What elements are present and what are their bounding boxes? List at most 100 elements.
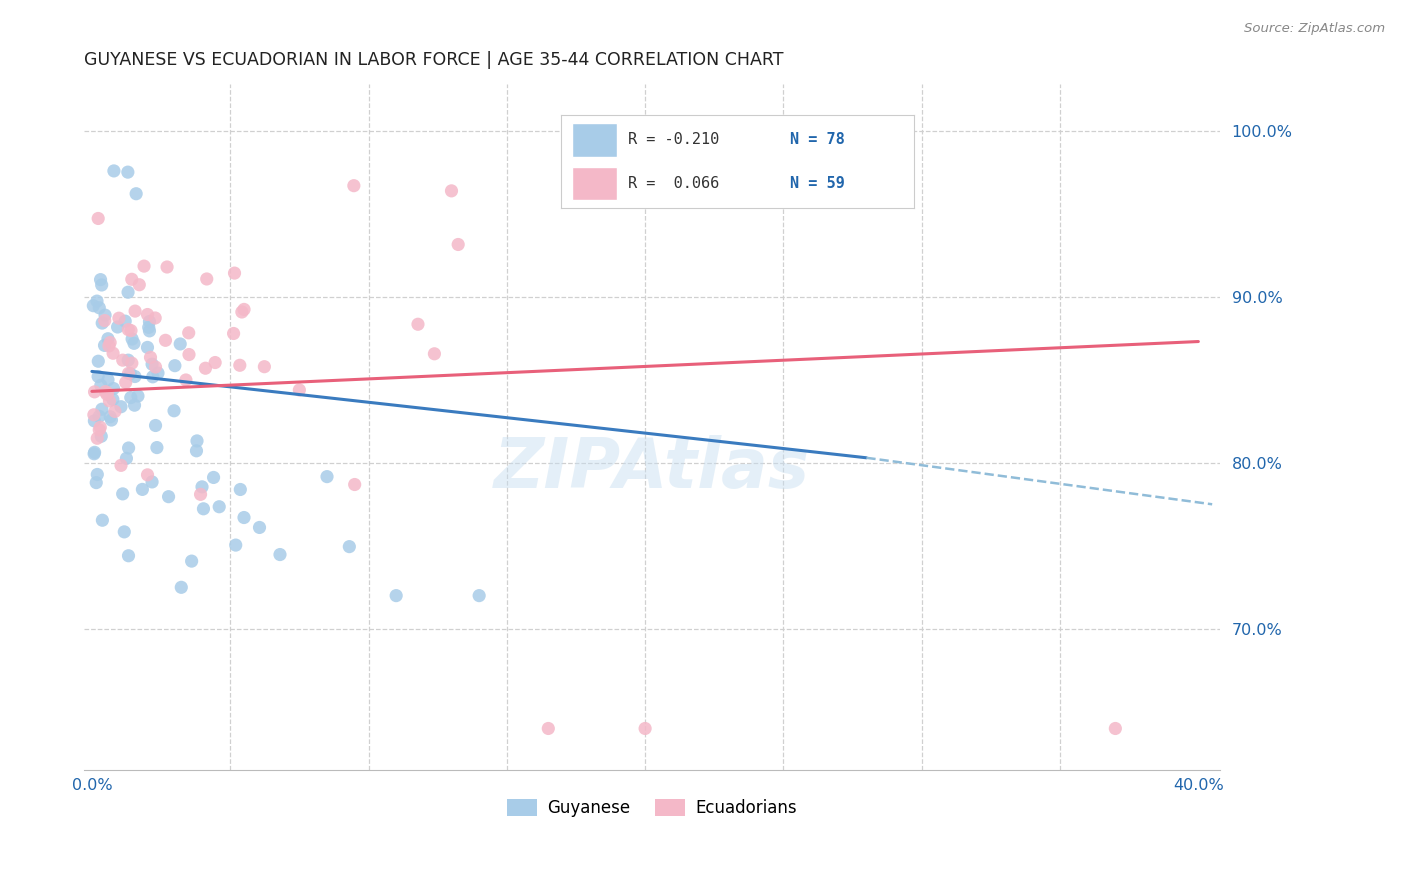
Point bbox=[91, 513, 114, 527]
Point bbox=[157, 490, 180, 504]
Point bbox=[89, 409, 111, 424]
Legend: Guyanese, Ecuadorians: Guyanese, Ecuadorians bbox=[501, 792, 804, 823]
Point bbox=[128, 277, 150, 292]
Point bbox=[98, 409, 121, 424]
Point bbox=[86, 467, 108, 482]
Point bbox=[90, 277, 112, 292]
Point bbox=[114, 376, 136, 390]
Point bbox=[136, 340, 159, 354]
Point bbox=[883, 132, 905, 146]
Point bbox=[121, 356, 143, 370]
Point bbox=[87, 354, 110, 368]
Point bbox=[117, 441, 139, 455]
Point bbox=[225, 538, 247, 552]
Point bbox=[143, 310, 166, 325]
Point bbox=[229, 483, 252, 497]
Point bbox=[107, 320, 129, 334]
Point bbox=[111, 487, 134, 501]
Point bbox=[117, 353, 139, 368]
Point bbox=[141, 357, 163, 371]
Point bbox=[121, 332, 143, 346]
Point bbox=[288, 383, 311, 397]
Point bbox=[180, 554, 202, 568]
Point bbox=[122, 336, 145, 351]
Point bbox=[385, 589, 408, 603]
Point bbox=[124, 304, 146, 318]
Point bbox=[141, 475, 163, 489]
Point bbox=[120, 391, 142, 405]
Point bbox=[138, 324, 160, 338]
Point bbox=[91, 316, 114, 330]
Point bbox=[231, 305, 253, 319]
Point bbox=[177, 326, 200, 340]
Point bbox=[139, 351, 162, 365]
Point bbox=[233, 302, 256, 317]
Point bbox=[89, 423, 111, 437]
Point bbox=[120, 324, 142, 338]
Point bbox=[117, 549, 139, 563]
Point bbox=[83, 447, 105, 461]
Point bbox=[145, 418, 167, 433]
Point bbox=[90, 378, 112, 392]
Point bbox=[142, 369, 165, 384]
Point bbox=[131, 483, 153, 497]
Point bbox=[97, 386, 120, 401]
Point bbox=[447, 237, 470, 252]
Point bbox=[101, 346, 124, 360]
Point bbox=[89, 420, 111, 434]
Point bbox=[115, 451, 138, 466]
Point bbox=[170, 580, 193, 594]
Point bbox=[83, 445, 105, 459]
Point bbox=[112, 524, 135, 539]
Point bbox=[127, 389, 149, 403]
Point bbox=[146, 366, 169, 380]
Point bbox=[406, 318, 429, 332]
Point bbox=[337, 540, 360, 554]
Point bbox=[146, 441, 169, 455]
Point bbox=[468, 589, 491, 603]
Point bbox=[86, 294, 108, 309]
Point bbox=[136, 467, 159, 482]
Point bbox=[136, 308, 159, 322]
Point bbox=[186, 443, 208, 458]
Point bbox=[343, 477, 366, 491]
Point bbox=[108, 311, 131, 326]
Point bbox=[110, 400, 132, 414]
Point bbox=[93, 338, 115, 352]
Point bbox=[124, 369, 146, 384]
Point bbox=[101, 392, 124, 407]
Point bbox=[94, 308, 117, 322]
Point bbox=[111, 353, 134, 368]
Point bbox=[110, 458, 132, 473]
Point bbox=[253, 359, 276, 374]
Point bbox=[316, 469, 339, 483]
Point bbox=[423, 347, 446, 361]
Point bbox=[97, 332, 120, 346]
Point bbox=[229, 359, 252, 373]
Point bbox=[195, 272, 218, 286]
Point bbox=[233, 510, 256, 524]
Point bbox=[83, 414, 105, 428]
Point bbox=[97, 339, 120, 353]
Text: Source: ZipAtlas.com: Source: ZipAtlas.com bbox=[1244, 22, 1385, 36]
Y-axis label: In Labor Force | Age 35-44: In Labor Force | Age 35-44 bbox=[0, 326, 8, 528]
Point bbox=[117, 165, 139, 179]
Point bbox=[634, 722, 657, 736]
Point bbox=[249, 520, 271, 534]
Point bbox=[90, 402, 112, 417]
Point bbox=[90, 272, 112, 286]
Point bbox=[86, 431, 108, 445]
Point bbox=[82, 299, 104, 313]
Point bbox=[163, 359, 186, 373]
Point bbox=[90, 429, 112, 443]
Point bbox=[537, 722, 560, 736]
Point bbox=[440, 184, 463, 198]
Point bbox=[132, 259, 155, 273]
Point bbox=[177, 347, 200, 361]
Point bbox=[96, 387, 118, 401]
Point bbox=[97, 373, 120, 387]
Point bbox=[98, 393, 121, 408]
Point bbox=[204, 355, 226, 369]
Point bbox=[121, 272, 143, 286]
Point bbox=[194, 361, 217, 376]
